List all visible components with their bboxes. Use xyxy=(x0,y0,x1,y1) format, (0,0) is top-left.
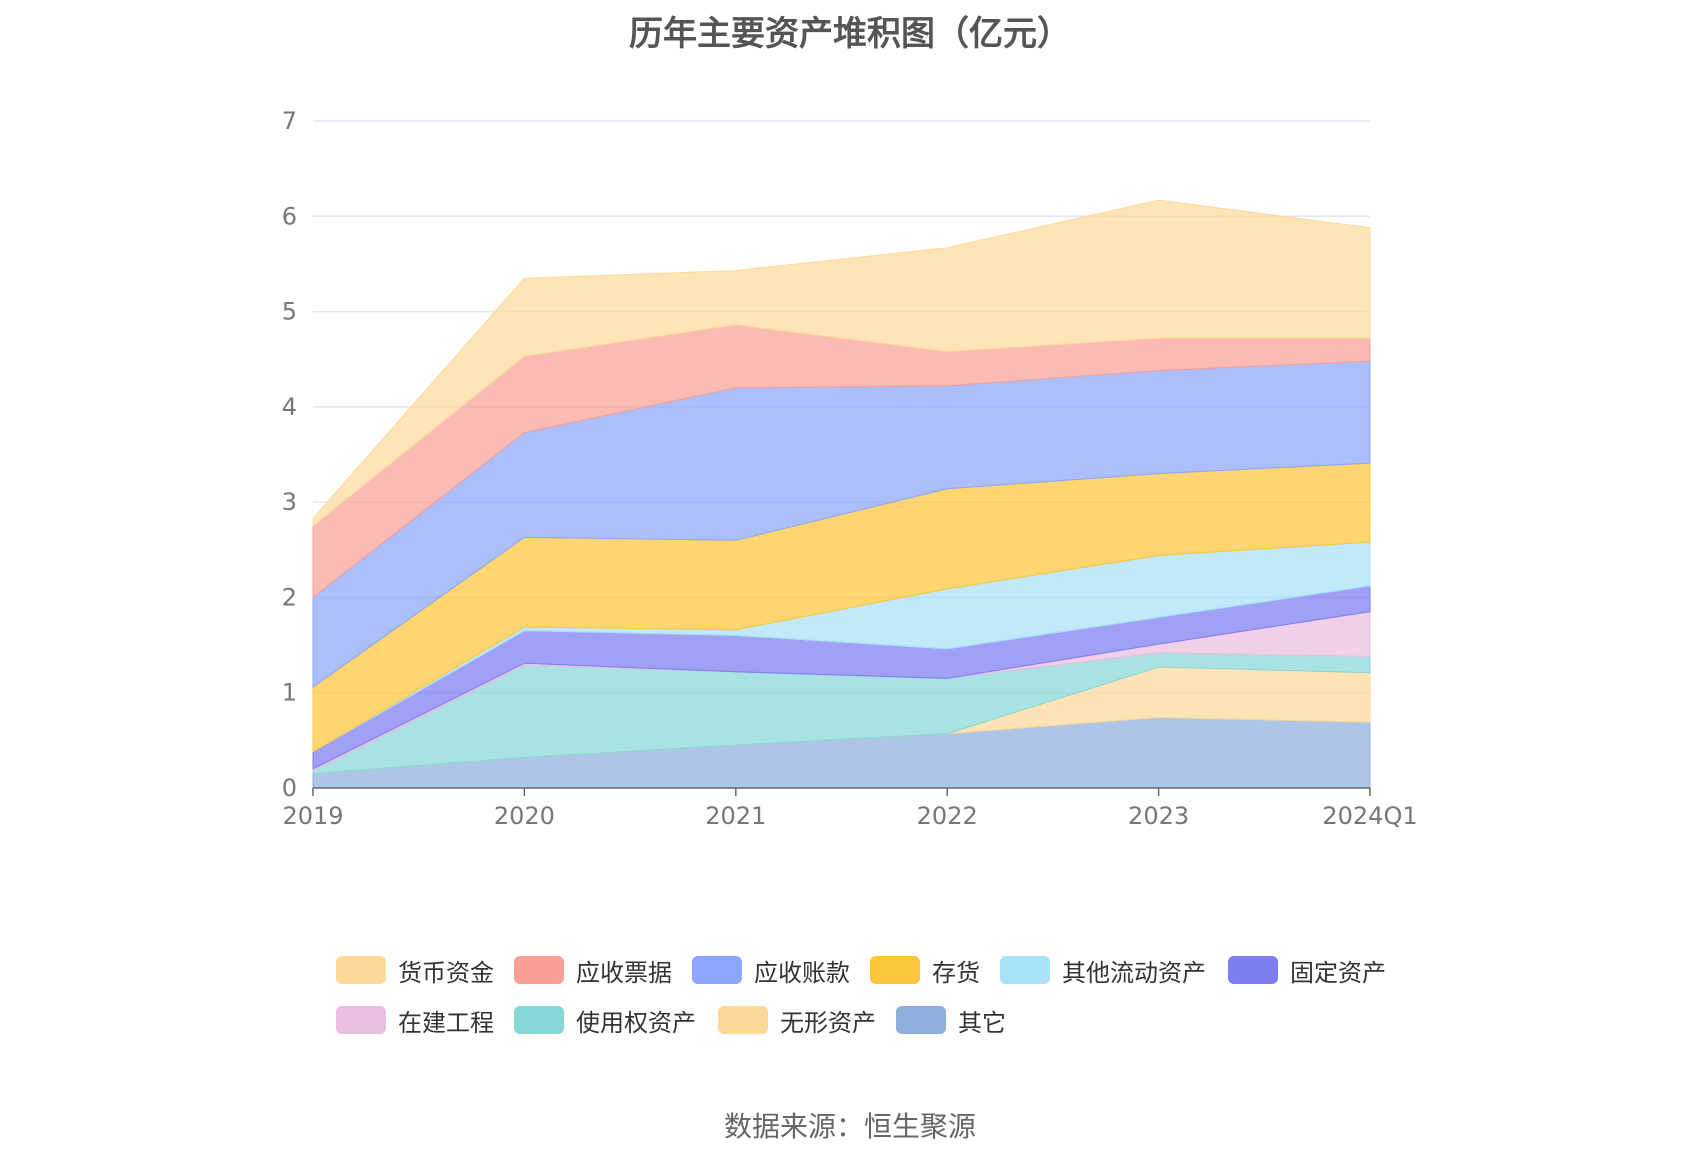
area-series xyxy=(312,199,1371,789)
x-tick-label: 2020 xyxy=(494,802,555,830)
legend-label: 应收票据 xyxy=(576,958,672,987)
axes: 0 1 2 3 4 5 6 7 2019 2020 2021 2022 2023 2024Q1 xyxy=(282,107,1418,830)
legend-item[interactable]: 应收票据 xyxy=(514,955,672,987)
legend-label: 存货 xyxy=(932,958,980,987)
x-tick-label: 2022 xyxy=(917,802,978,830)
y-tick-label: 2 xyxy=(282,583,297,611)
legend-item[interactable]: 存货 xyxy=(870,955,980,987)
legend-label: 在建工程 xyxy=(398,1008,494,1037)
legend-label: 应收账款 xyxy=(754,958,850,987)
stacked-area-chart: 0 1 2 3 4 5 6 7 2019 2020 2021 2022 2023 2024Q1 xyxy=(282,107,1418,830)
y-tick-label: 4 xyxy=(282,393,297,421)
legend-swatch xyxy=(1000,956,1050,984)
legend-label: 货币资金 xyxy=(398,958,494,987)
legend-label: 其它 xyxy=(958,1008,1006,1037)
y-tick-label: 7 xyxy=(282,107,297,135)
legend-item[interactable]: 货币资金 xyxy=(336,955,494,987)
legend-item[interactable]: 应收账款 xyxy=(692,955,850,987)
chart-title: 历年主要资产堆积图（亿元） xyxy=(629,14,1071,54)
legend-label: 其他流动资产 xyxy=(1062,958,1206,987)
y-tick-label: 1 xyxy=(282,679,297,707)
y-tick-label: 3 xyxy=(282,488,297,516)
y-tick-label: 5 xyxy=(282,298,297,326)
legend-swatch xyxy=(514,956,564,984)
legend-item[interactable]: 其他流动资产 xyxy=(1000,955,1206,987)
legend-item[interactable]: 无形资产 xyxy=(718,1005,876,1037)
legend-item[interactable]: 使用权资产 xyxy=(514,1005,696,1037)
source-note: 数据来源：恒生聚源 xyxy=(723,1110,976,1143)
legend-swatch xyxy=(336,956,386,984)
legend-swatch xyxy=(692,956,742,984)
legend-label: 使用权资产 xyxy=(576,1008,696,1037)
legend-label: 固定资产 xyxy=(1290,958,1386,987)
x-tick-label: 2019 xyxy=(282,802,343,830)
legend-swatch xyxy=(870,956,920,984)
x-tick-label: 2024Q1 xyxy=(1322,802,1417,830)
legend-label: 无形资产 xyxy=(780,1008,876,1037)
legend-swatch xyxy=(1228,956,1278,984)
x-tick-label: 2023 xyxy=(1128,802,1189,830)
area-series-货币资金[interactable] xyxy=(312,199,1371,528)
y-tick-label: 6 xyxy=(282,202,297,230)
y-tick-label: 0 xyxy=(282,774,297,802)
legend-item[interactable]: 在建工程 xyxy=(336,1005,494,1037)
x-tick-label: 2021 xyxy=(705,802,766,830)
legend-swatch xyxy=(718,1006,768,1034)
legend-swatch xyxy=(514,1006,564,1034)
legend-item[interactable]: 固定资产 xyxy=(1228,955,1386,987)
legend-item[interactable]: 其它 xyxy=(896,1005,1006,1037)
legend-swatch xyxy=(896,1006,946,1034)
legend-swatch xyxy=(336,1006,386,1034)
